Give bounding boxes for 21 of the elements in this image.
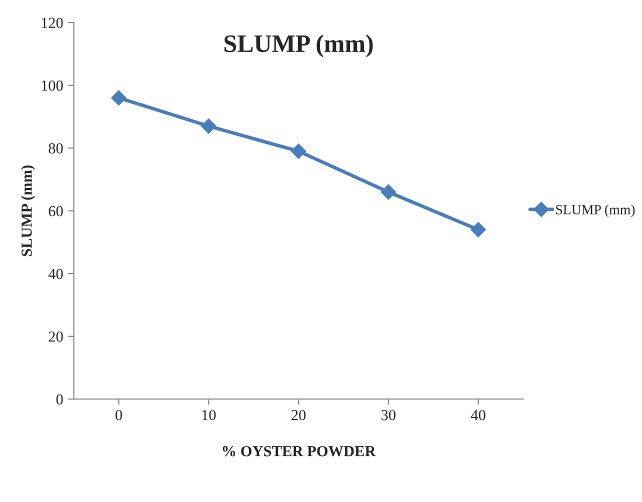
chart-title: SLUMP (mm) xyxy=(224,34,373,58)
point xyxy=(111,90,126,106)
point xyxy=(380,184,396,200)
x-tick-label: 20 xyxy=(292,410,306,420)
y-tick-label: 120 xyxy=(42,18,63,28)
legend-label: SLUMP (mm) xyxy=(556,204,635,218)
x-tick-label: 30 xyxy=(382,410,396,420)
y-tick-label: 40 xyxy=(48,268,63,280)
x-tick-label: 0 xyxy=(116,410,122,420)
y-tick-label: 60 xyxy=(48,206,63,216)
y-tick-label: 0 xyxy=(56,394,63,405)
point xyxy=(290,144,306,159)
y-tick-label: 80 xyxy=(48,143,63,154)
x-tick-label: 10 xyxy=(202,410,216,420)
y-tick-label: 100 xyxy=(42,80,63,91)
point xyxy=(470,222,486,238)
x-axis-title: % OYSTER POWDER xyxy=(222,446,376,456)
y-tick-label: 20 xyxy=(48,331,63,342)
y-axis-title: SLUMP (mm) xyxy=(21,165,35,256)
point xyxy=(201,118,216,134)
x-tick-label: 40 xyxy=(470,410,486,420)
